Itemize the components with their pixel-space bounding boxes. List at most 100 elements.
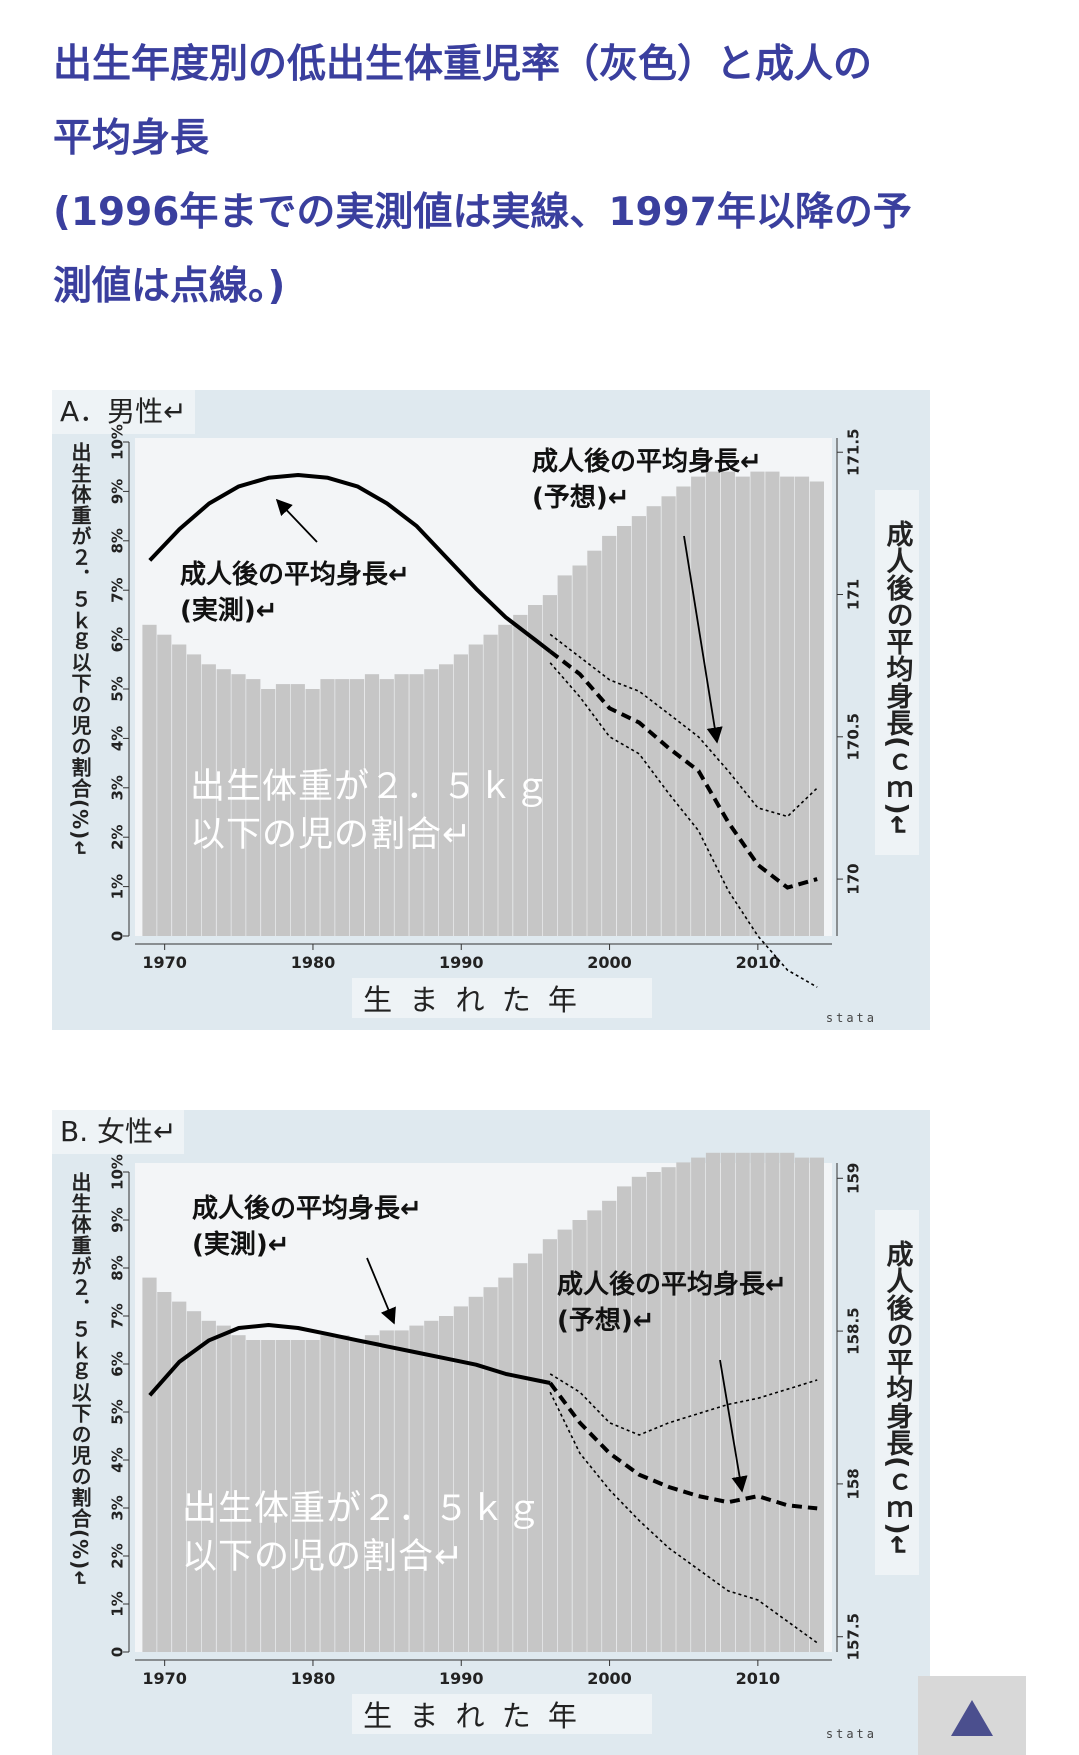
annotation-arrow bbox=[683, 535, 723, 744]
bar bbox=[186, 654, 202, 936]
bar bbox=[468, 644, 483, 936]
measured-height-line bbox=[148, 1323, 551, 1397]
bar bbox=[617, 526, 632, 936]
bar bbox=[646, 1172, 661, 1652]
y-axis-right-title-bg bbox=[875, 490, 919, 855]
panel-label: B. 女性↵ bbox=[52, 1110, 185, 1154]
stata-watermark: stata bbox=[826, 1011, 877, 1025]
y-left-tick-label: 6% bbox=[109, 1351, 127, 1376]
y-left-tick-label: 10% bbox=[109, 424, 127, 460]
x-tick-label: 1990 bbox=[439, 1669, 484, 1688]
bar bbox=[335, 1335, 350, 1652]
bar bbox=[275, 1340, 291, 1652]
bar bbox=[424, 1320, 439, 1652]
y-left-tick-label: 3% bbox=[109, 1495, 127, 1520]
bar bbox=[602, 1200, 617, 1652]
up-triangle-icon bbox=[951, 1700, 993, 1736]
bar bbox=[765, 1152, 780, 1652]
y-left-tick-label: 8% bbox=[109, 528, 127, 553]
bar bbox=[542, 595, 557, 936]
bar bbox=[780, 1152, 795, 1652]
bar bbox=[794, 476, 810, 936]
bar bbox=[587, 550, 602, 936]
x-axis-title-bg bbox=[352, 978, 652, 1018]
bar bbox=[246, 679, 261, 936]
line-annotation: (実測)↵ bbox=[192, 1229, 290, 1260]
panel-label: A．男性↵ bbox=[52, 390, 195, 434]
bar bbox=[394, 674, 409, 936]
page-title-line: 平均身長 bbox=[53, 116, 210, 161]
bar bbox=[468, 1296, 483, 1652]
bar bbox=[379, 1330, 394, 1652]
bar bbox=[231, 674, 246, 936]
bar bbox=[261, 1340, 276, 1652]
bar bbox=[424, 669, 439, 936]
bar bbox=[439, 1316, 454, 1652]
bar bbox=[157, 634, 172, 936]
line-annotation: 成人後の平均身長↵ bbox=[180, 559, 410, 590]
bar bbox=[809, 481, 824, 936]
projected-mean-line bbox=[548, 1381, 818, 1511]
bar bbox=[216, 1325, 231, 1652]
bar bbox=[350, 1340, 365, 1652]
y-left-tick-label: 6% bbox=[109, 627, 127, 652]
bar bbox=[809, 1157, 824, 1652]
y-right-tick-label: 171 bbox=[845, 579, 863, 610]
bar bbox=[320, 679, 335, 936]
bar bbox=[320, 1335, 335, 1652]
bar bbox=[409, 1325, 424, 1652]
page-title-line: (1996年までの実測値は実線、1997年以降の予 bbox=[53, 190, 912, 235]
bar bbox=[676, 1162, 691, 1652]
chart-panel-female: B. 女性↵ 0 1% 2% 3% 4% 5% 6% 7% 8% 9% 10% 出生体重が２．５ｋｇ以… bbox=[52, 1110, 930, 1755]
projected-upper-line bbox=[549, 1373, 818, 1436]
y-axis-left-title: 出生体重が２．５ｋｇ以下の児の割合(%)↵ bbox=[68, 1172, 92, 1588]
bar bbox=[720, 471, 735, 936]
stata-watermark: stata bbox=[826, 1727, 877, 1741]
y-axis-right-title-bg bbox=[875, 1210, 919, 1575]
bar bbox=[246, 1340, 261, 1652]
bar bbox=[201, 664, 216, 936]
bar bbox=[439, 664, 454, 936]
projected-upper-line bbox=[549, 633, 818, 818]
y-axis-right-title: 成人後の平均身長(ｃｍ)↵ bbox=[882, 1240, 914, 1558]
bar bbox=[453, 1306, 468, 1652]
projected-lower-line bbox=[549, 1391, 818, 1644]
line-annotation: (実測)↵ bbox=[180, 595, 278, 626]
bar bbox=[691, 476, 706, 936]
bar bbox=[498, 1277, 513, 1652]
bar-series-label: 以下の児の割合↵ bbox=[190, 815, 472, 855]
y-left-tick-label: 3% bbox=[109, 775, 127, 800]
bar bbox=[557, 1229, 572, 1652]
y-left-tick-label: 7% bbox=[109, 577, 127, 602]
bar bbox=[305, 689, 320, 936]
bar bbox=[216, 669, 231, 936]
y-right-tick-label: 171.5 bbox=[845, 429, 863, 476]
y-left-tick-label: 10% bbox=[109, 1154, 127, 1190]
bar bbox=[602, 535, 617, 936]
bar bbox=[290, 684, 305, 936]
x-tick-label: 1970 bbox=[142, 953, 187, 972]
y-right-tick-label: 157.5 bbox=[845, 1613, 863, 1660]
projected-mean-line bbox=[548, 649, 818, 890]
y-left-tick-label: 4% bbox=[109, 1447, 127, 1472]
line-annotation: 成人後の平均身長↵ bbox=[532, 446, 762, 477]
scroll-to-top-button[interactable] bbox=[918, 1676, 1026, 1755]
bar bbox=[750, 1152, 765, 1652]
bar bbox=[661, 1167, 676, 1652]
x-tick-label: 1980 bbox=[291, 953, 336, 972]
y-left-tick-label: 0 bbox=[109, 1647, 127, 1657]
y-left-tick-label: 8% bbox=[109, 1255, 127, 1280]
y-left-tick-label: 9% bbox=[109, 479, 127, 504]
bar bbox=[735, 476, 750, 936]
y-right-tick-label: 158.5 bbox=[845, 1307, 863, 1354]
bar bbox=[335, 679, 350, 936]
annotation-arrow bbox=[275, 498, 318, 543]
page-title-line: 出生年度別の低出生体重児率（灰色）と成人の bbox=[53, 42, 873, 87]
bar bbox=[631, 516, 646, 936]
panel-label-text: B. 女性↵ bbox=[60, 1115, 177, 1148]
panel-label-text: A．男性↵ bbox=[60, 395, 187, 428]
y-left-tick-label: 1% bbox=[109, 1591, 127, 1616]
y-left-tick-label: 4% bbox=[109, 726, 127, 751]
bar bbox=[364, 674, 380, 936]
bar bbox=[794, 1157, 810, 1652]
